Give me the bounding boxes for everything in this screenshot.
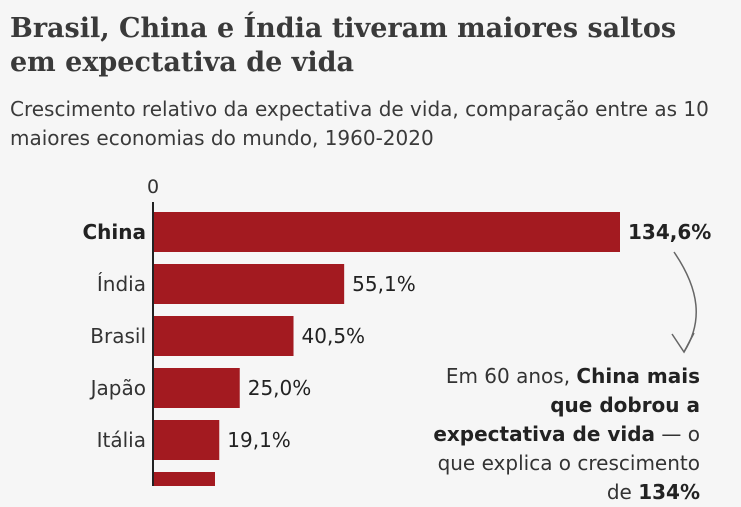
value-label-china: 134,6% <box>628 220 711 244</box>
bar-china <box>153 212 620 252</box>
category-label-china: China <box>82 220 146 244</box>
annotation-bold-2: 134% <box>638 480 700 504</box>
axis-zero-label: 0 <box>147 176 159 198</box>
category-label-brasil: Brasil <box>90 324 146 348</box>
annotation-text-2: — o que explica o crescimento de <box>437 422 700 504</box>
chart-title: Brasil, China e Índia tiveram maiores sa… <box>10 13 677 78</box>
annotation-text-1: Em 60 anos, <box>445 364 577 388</box>
annotation-arrow <box>673 251 697 353</box>
value-label-italia: 19,1% <box>227 428 291 452</box>
value-label-japao: 25,0% <box>248 376 312 400</box>
category-label-italia: Itália <box>97 428 146 452</box>
bar-india <box>153 264 345 304</box>
category-label-japao: Japão <box>89 376 146 400</box>
value-label-india: 55,1% <box>352 272 416 296</box>
bar-japao <box>153 368 240 408</box>
bar-partial <box>153 472 215 486</box>
value-label-brasil: 40,5% <box>302 324 366 348</box>
bar-italia <box>153 420 220 460</box>
bar-brasil <box>153 316 294 356</box>
chart-subtitle: Crescimento relativo da expectativa de v… <box>10 97 709 150</box>
china-annotation: Em 60 anos, China mais que dobrou a expe… <box>412 362 700 507</box>
annotation-bold-1: China mais que dobrou a expectativa de v… <box>433 364 700 446</box>
annotation-arrowhead <box>671 332 695 354</box>
category-label-india: Índia <box>97 272 146 296</box>
